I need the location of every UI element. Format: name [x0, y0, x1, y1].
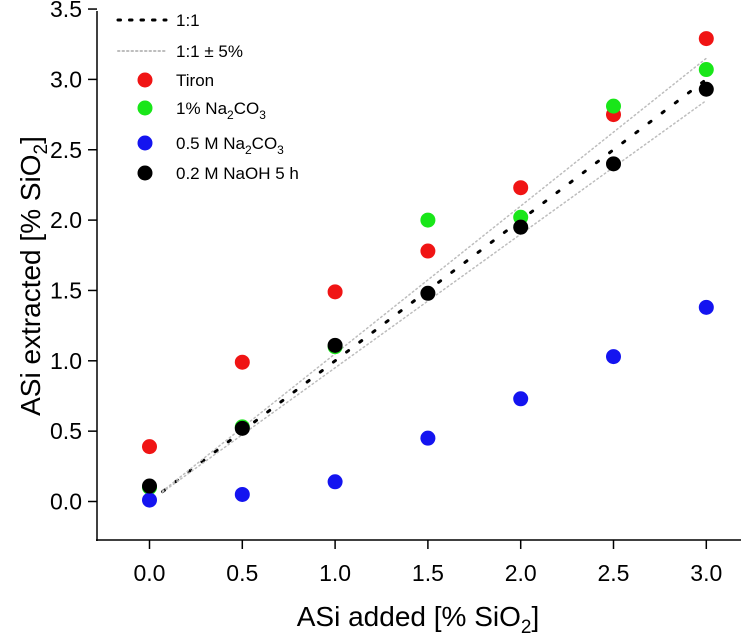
point-0-2-m-naoh-5-h [234, 420, 250, 436]
x-axis-ticks: 0.0 0.5 1.0 1.5 2.0 2.5 3.0 [134, 540, 722, 586]
point-tiron [698, 31, 714, 47]
y-tick-label: 2.0 [50, 207, 82, 233]
x-tick-label: 2.5 [598, 560, 630, 586]
point-0-5-m-na2co3 [327, 474, 343, 490]
point-0-2-m-naoh-5-h [327, 337, 343, 353]
x-tick-label: 1.0 [319, 560, 351, 586]
data-points [142, 31, 714, 508]
legend-marker-1pct-na2co3 [137, 100, 153, 116]
x-tick-label: 3.0 [690, 560, 722, 586]
legend-label-1pct-na2co3: 1% Na2CO3 [176, 99, 266, 122]
legend-marker-tiron [137, 72, 153, 88]
point-0-5-m-na2co3 [234, 486, 250, 502]
point-0-5-m-na2co3 [420, 430, 436, 446]
point-0-5-m-na2co3 [142, 492, 157, 508]
x-axis-title: ASi added [% SiO2] [297, 601, 539, 638]
point-0-2-m-naoh-5-h [606, 156, 621, 172]
legend-label-1-1: 1:1 [176, 11, 200, 30]
legend-label-0-5m-na2co3: 0.5 M Na2CO3 [176, 134, 284, 157]
plot-area [96, 11, 741, 541]
point-tiron [327, 284, 343, 300]
y-tick-label: 1.5 [50, 277, 82, 303]
point-0-2-m-naoh-5-h [698, 81, 714, 97]
point-0-5-m-na2co3 [698, 299, 714, 315]
x-tick-label: 1.5 [412, 560, 444, 586]
point-tiron [420, 243, 436, 259]
point-tiron [513, 180, 529, 196]
point-0-2-m-naoh-5-h [420, 285, 436, 301]
point-0-5-m-na2co3 [606, 349, 621, 365]
point-tiron [234, 354, 250, 370]
point-1-na2co3 [698, 62, 714, 78]
y-tick-label: 1.0 [50, 348, 82, 374]
y-tick-label: 3.0 [50, 66, 82, 92]
y-tick-label: 0.0 [50, 489, 82, 515]
point-0-2-m-naoh-5-h [142, 478, 157, 494]
legend: 1:1 1:1 ± 5% Tiron 1% Na2CO3 0.5 M Na2CO… [116, 11, 299, 183]
point-0-5-m-na2co3 [513, 391, 529, 407]
y-tick-label: 0.5 [50, 418, 82, 444]
x-tick-label: 0.5 [226, 560, 258, 586]
legend-marker-0-2m-naoh [137, 165, 153, 181]
point-tiron [142, 439, 157, 455]
legend-label-1-1-pm-5: 1:1 ± 5% [176, 42, 243, 61]
y-axis-ticks: 0.0 0.5 1.0 1.5 2.0 2.5 3.0 3.5 [50, 0, 97, 515]
legend-label-0-2m-naoh: 0.2 M NaOH 5 h [176, 164, 299, 183]
point-1-na2co3 [420, 212, 436, 228]
x-tick-label: 0.0 [134, 560, 166, 586]
point-0-2-m-naoh-5-h [513, 219, 529, 235]
y-tick-label: 3.5 [50, 0, 82, 22]
y-axis-title: ASi extracted [% SiO2] [15, 136, 52, 416]
legend-marker-0-5m-na2co3 [137, 135, 153, 151]
point-1-na2co3 [606, 98, 621, 114]
ref-line-1-1-5- [161, 57, 708, 492]
x-tick-label: 2.0 [505, 560, 537, 586]
y-tick-label: 2.5 [50, 137, 82, 163]
legend-label-tiron: Tiron [176, 71, 214, 90]
